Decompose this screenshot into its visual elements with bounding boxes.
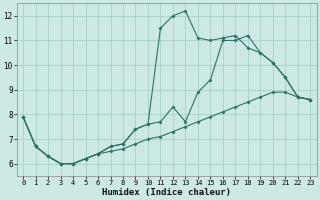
X-axis label: Humidex (Indice chaleur): Humidex (Indice chaleur) (102, 188, 231, 197)
